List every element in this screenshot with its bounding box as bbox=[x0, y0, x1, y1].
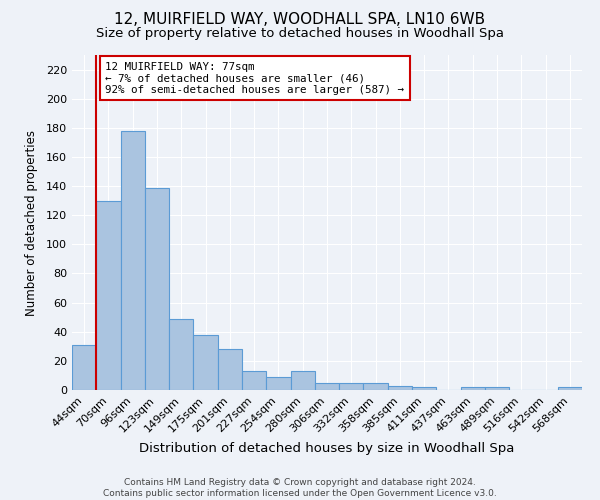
Bar bbox=[193, 334, 218, 390]
Bar bbox=[558, 387, 582, 390]
Bar bbox=[364, 382, 388, 390]
Text: Size of property relative to detached houses in Woodhall Spa: Size of property relative to detached ho… bbox=[96, 28, 504, 40]
Bar bbox=[388, 386, 412, 390]
Bar bbox=[412, 387, 436, 390]
Bar bbox=[121, 130, 145, 390]
Bar bbox=[266, 377, 290, 390]
Bar bbox=[315, 382, 339, 390]
Bar bbox=[485, 387, 509, 390]
Text: 12, MUIRFIELD WAY, WOODHALL SPA, LN10 6WB: 12, MUIRFIELD WAY, WOODHALL SPA, LN10 6W… bbox=[115, 12, 485, 28]
Bar bbox=[461, 387, 485, 390]
Bar bbox=[169, 318, 193, 390]
Bar bbox=[242, 371, 266, 390]
Bar bbox=[339, 382, 364, 390]
X-axis label: Distribution of detached houses by size in Woodhall Spa: Distribution of detached houses by size … bbox=[139, 442, 515, 455]
Text: Contains HM Land Registry data © Crown copyright and database right 2024.
Contai: Contains HM Land Registry data © Crown c… bbox=[103, 478, 497, 498]
Bar bbox=[290, 371, 315, 390]
Bar bbox=[72, 345, 96, 390]
Bar bbox=[218, 349, 242, 390]
Bar bbox=[145, 188, 169, 390]
Bar bbox=[96, 200, 121, 390]
Text: 12 MUIRFIELD WAY: 77sqm
← 7% of detached houses are smaller (46)
92% of semi-det: 12 MUIRFIELD WAY: 77sqm ← 7% of detached… bbox=[105, 62, 404, 95]
Y-axis label: Number of detached properties: Number of detached properties bbox=[25, 130, 38, 316]
